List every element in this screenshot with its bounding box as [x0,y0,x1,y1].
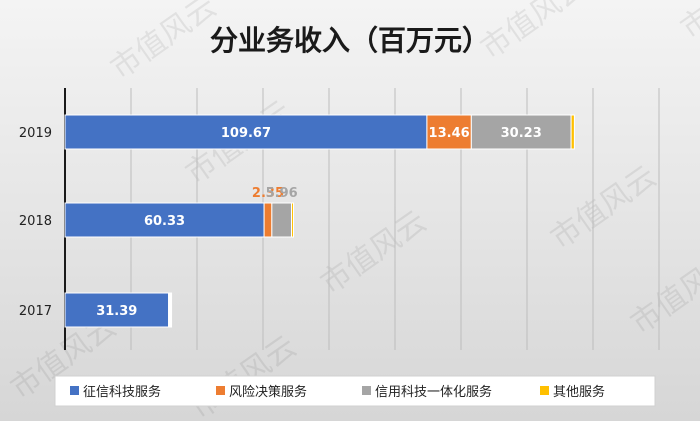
data-label: 109.67 [221,126,271,141]
data-label: 60.33 [144,214,185,229]
data-label: 13.46 [429,126,470,141]
watermark-text: 市值风云 [475,0,593,67]
legend-label: 其他服务 [553,384,605,400]
bar-segment [570,114,575,150]
watermark-text: 市值风云 [105,0,223,87]
data-labels: 109.67 13.46 30.23 60.33 2.355.96 31.39 [96,126,542,319]
data-label: 2.35 [252,186,284,201]
legend-swatch [70,386,79,395]
data-label: 31.39 [96,304,137,319]
bar-segment [64,292,170,328]
legend-label: 信用科技一体化服务 [375,384,492,400]
bars [64,114,575,328]
legend-label: 征信科技服务 [83,384,161,400]
bar-segment [64,114,428,150]
watermark-text: 市值风云 [545,159,663,256]
legend-swatch [540,386,549,395]
bar-segment [170,292,173,328]
legend-label: 风险决策服务 [229,384,307,400]
category-tick-label: 2017 [19,304,52,319]
watermark-text: 市值风云 [625,244,700,341]
legend-swatch [362,386,371,395]
chart-title: 分业务收入（百万元） [210,24,490,57]
category-tick-label: 2019 [19,126,52,141]
category-axis: 2019 2018 2017 [19,126,52,319]
bar-segment [271,202,293,238]
legend-box [54,375,656,407]
watermark-text: 市值风云 [675,0,700,47]
legend: 征信科技服务 风险决策服务 信用科技一体化服务 其他服务 [54,375,656,407]
bar-segment [64,202,265,238]
watermark-text: 市值风云 [185,329,303,421]
data-label: 5.96 [266,186,298,201]
category-tick-label: 2018 [19,214,52,229]
legend-swatch [216,386,225,395]
bar-segment [291,202,294,238]
watermark-text: 市值风云 [315,204,433,301]
data-label: 30.23 [501,126,542,141]
bar-segment [470,114,572,150]
bar-segment [263,202,273,238]
